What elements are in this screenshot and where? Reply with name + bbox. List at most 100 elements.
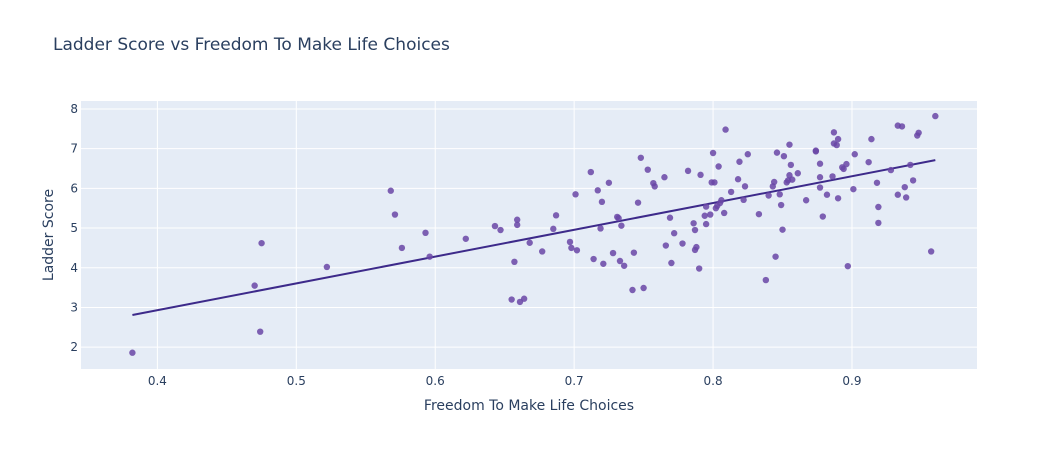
data-point: [572, 191, 579, 198]
data-point: [727, 188, 735, 196]
data-point: [773, 149, 781, 156]
data-point: [630, 249, 638, 256]
data-point: [513, 221, 521, 229]
x-tick-label: 0.7: [565, 374, 584, 388]
data-point: [834, 135, 842, 143]
data-point: [875, 219, 882, 227]
data-point: [765, 192, 772, 199]
data-point: [398, 244, 406, 252]
data-point: [552, 212, 560, 219]
y-tick-labels: 2 3 4 5 6 7 8: [70, 102, 78, 354]
data-point: [662, 242, 670, 249]
data-point: [693, 243, 700, 251]
gridlines: [81, 101, 977, 369]
data-point: [902, 194, 910, 201]
x-tick-label: 0.5: [287, 374, 306, 388]
data-point: [666, 214, 674, 221]
data-point: [637, 154, 645, 161]
data-point: [901, 183, 908, 191]
data-point: [573, 247, 581, 254]
data-point: [258, 239, 265, 247]
data-point: [776, 191, 783, 198]
plot-area: [81, 101, 977, 369]
data-point: [129, 349, 136, 356]
data-point: [927, 248, 935, 255]
data-point: [909, 177, 917, 184]
data-point: [513, 216, 521, 223]
data-point: [609, 249, 617, 257]
data-point: [497, 226, 504, 234]
data-point: [670, 230, 678, 237]
data-point: [734, 176, 742, 183]
data-point: [566, 238, 574, 246]
y-axis-label: Ladder Score: [41, 189, 57, 281]
data-point: [812, 148, 820, 155]
data-point: [691, 226, 699, 234]
data-point: [816, 160, 824, 167]
data-point: [850, 185, 857, 193]
data-point: [741, 183, 749, 190]
data-point: [932, 112, 939, 120]
data-point: [779, 226, 786, 233]
data-point: [251, 282, 258, 289]
data-point: [823, 191, 831, 198]
data-point: [590, 255, 597, 263]
data-point: [323, 263, 331, 271]
data-point: [620, 262, 628, 269]
data-point: [844, 262, 852, 270]
data-point: [744, 151, 751, 158]
data-point: [875, 203, 882, 211]
data-point: [594, 187, 601, 194]
data-points: [129, 112, 939, 356]
data-point: [426, 253, 433, 260]
x-tick-label: 0.8: [704, 374, 723, 388]
data-point: [720, 209, 728, 217]
data-point: [634, 199, 642, 206]
data-point: [701, 212, 708, 219]
data-point: [829, 173, 836, 180]
y-tick-label: 3: [70, 300, 78, 314]
y-tick-label: 6: [70, 181, 78, 195]
y-tick-label: 2: [70, 340, 78, 354]
data-point: [615, 214, 622, 222]
data-point: [868, 135, 875, 143]
data-point: [702, 203, 710, 210]
data-point: [597, 225, 604, 232]
data-point: [618, 222, 625, 229]
data-point: [640, 284, 647, 292]
data-point: [605, 179, 613, 186]
data-point: [898, 123, 906, 130]
data-point: [770, 178, 778, 186]
y-tick-label: 7: [70, 142, 78, 156]
data-point: [422, 229, 429, 237]
y-tick-label: 5: [70, 221, 78, 235]
data-point: [598, 198, 606, 206]
data-point: [709, 149, 717, 157]
data-point: [511, 258, 518, 265]
data-point: [740, 196, 747, 204]
data-point: [772, 253, 779, 260]
data-point: [907, 161, 914, 169]
data-point: [840, 165, 847, 173]
data-point: [391, 211, 399, 218]
data-point: [538, 248, 546, 255]
data-point: [894, 191, 902, 198]
chart-title: Ladder Score vs Freedom To Make Life Cho…: [53, 35, 450, 55]
data-point: [736, 158, 743, 165]
data-point: [851, 151, 858, 158]
data-point: [695, 265, 703, 272]
data-point: [873, 179, 881, 186]
data-point: [462, 235, 469, 242]
data-point: [697, 171, 704, 179]
data-point: [651, 183, 658, 190]
data-point: [629, 286, 636, 294]
data-point: [257, 328, 264, 335]
data-point: [684, 167, 692, 175]
data-point: [718, 197, 725, 204]
data-point: [802, 197, 810, 204]
x-tick-label: 0.9: [842, 374, 861, 388]
data-point: [550, 225, 557, 233]
data-point: [865, 158, 872, 166]
data-point: [722, 126, 729, 133]
